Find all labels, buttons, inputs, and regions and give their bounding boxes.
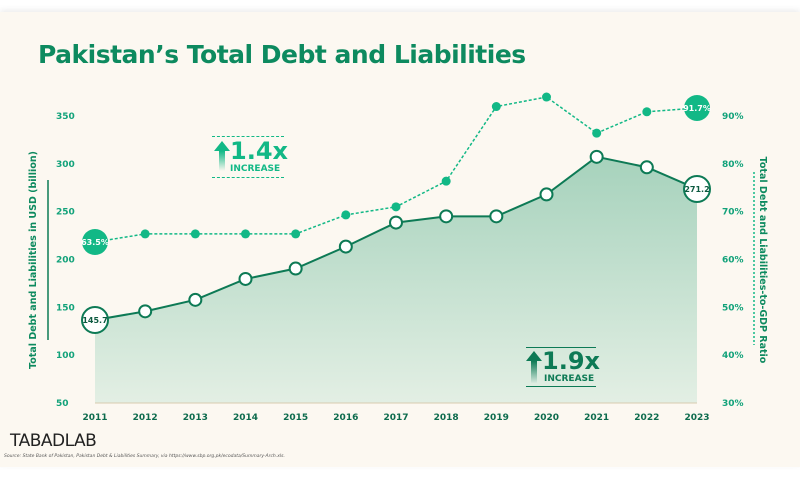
ratio-endpoint xyxy=(82,229,108,255)
tabadlab-logo: TABADLAB xyxy=(10,431,97,451)
ratio-increase-badge: 1.4x INCREASE xyxy=(212,136,288,178)
debt-endpoint xyxy=(81,306,109,334)
right-axis-tick: 30% xyxy=(722,399,744,409)
ratio-point xyxy=(491,102,501,112)
debt-point xyxy=(288,261,303,276)
left-axis-tick: 150 xyxy=(56,303,75,313)
ratio-point xyxy=(140,229,150,239)
arrow-up-icon xyxy=(526,351,542,361)
debt-increase-label: INCREASE xyxy=(544,374,595,384)
right-axis-tick: 90% xyxy=(722,112,744,122)
x-axis-tick: 2020 xyxy=(534,413,559,423)
debt-area xyxy=(95,156,697,403)
left-axis-tick: 350 xyxy=(56,112,75,122)
ratio-endpoint xyxy=(684,94,710,121)
right-axis-tick: 40% xyxy=(722,351,744,361)
x-axis-tick: 2021 xyxy=(584,413,609,423)
x-axis-tick: 2013 xyxy=(183,413,208,423)
ratio-point xyxy=(391,202,401,212)
right-axis-tick: 70% xyxy=(722,208,744,218)
x-axis-tick: 2018 xyxy=(434,413,459,423)
ratio-data-label: 63.5% xyxy=(81,238,109,247)
ratio-increase-value: 1.4x xyxy=(230,137,288,165)
ratio-point xyxy=(441,176,451,186)
x-axis-tick: 2011 xyxy=(82,413,107,423)
debt-increase-value: 1.9x xyxy=(542,347,600,375)
arrow-shaft xyxy=(531,361,537,383)
left-axis-tick: 100 xyxy=(56,351,75,361)
source-note: Source: State Bank of Pakistan, Pakistan… xyxy=(4,454,285,459)
arrow-up-icon xyxy=(214,141,230,151)
ratio-point xyxy=(241,229,250,239)
debt-point xyxy=(238,271,253,286)
left-axis-tick: 200 xyxy=(56,256,75,266)
chart-title: Pakistan’s Total Debt and Liabilities xyxy=(38,40,526,69)
debt-point xyxy=(439,209,454,224)
debt-point xyxy=(389,215,403,230)
ratio-point xyxy=(592,128,602,138)
left-axis-tick: 300 xyxy=(56,160,75,170)
x-axis-tick: 2016 xyxy=(333,413,358,423)
x-axis-tick: 2023 xyxy=(684,413,709,423)
debt-point xyxy=(138,304,153,319)
debt-point xyxy=(489,209,504,224)
x-axis-tick: 2017 xyxy=(383,413,408,423)
x-axis-tick: 2022 xyxy=(634,413,659,423)
debt-point xyxy=(639,160,654,175)
ratio-point xyxy=(190,229,200,239)
ratio-point xyxy=(291,229,301,239)
debt-increase-badge: 1.9x INCREASE xyxy=(526,347,600,387)
x-axis-tick: 2019 xyxy=(484,413,509,423)
right-axis-tick: 80% xyxy=(722,160,744,170)
left-axis-tick: 250 xyxy=(56,208,75,218)
debt-endpoint xyxy=(683,174,711,203)
x-axis-tick: 2012 xyxy=(133,413,158,423)
debt-point xyxy=(338,239,353,254)
ratio-data-label: 91.7% xyxy=(683,104,711,113)
ratio-point xyxy=(341,210,351,220)
arrow-shaft xyxy=(219,151,225,171)
ratio-point xyxy=(542,92,551,102)
debt-point xyxy=(589,149,604,164)
debt-data-label: 271.2 xyxy=(684,185,709,194)
x-axis-tick: 2014 xyxy=(233,413,258,423)
left-axis-label: Total Debt and Liabilities in USD (billi… xyxy=(28,151,39,369)
ratio-point xyxy=(642,107,652,117)
ratio-increase-label: INCREASE xyxy=(230,164,281,174)
debt-point xyxy=(188,292,203,307)
right-axis-label: Total Debt and Liabilities-to-GDP Ratio xyxy=(757,157,768,364)
right-axis-tick: 50% xyxy=(722,303,744,313)
x-axis-tick: 2015 xyxy=(283,413,308,423)
right-axis-tick: 60% xyxy=(722,256,744,266)
debt-data-label: 145.7 xyxy=(82,316,107,325)
debt-point xyxy=(539,187,554,202)
left-axis-tick: 50 xyxy=(56,399,69,409)
